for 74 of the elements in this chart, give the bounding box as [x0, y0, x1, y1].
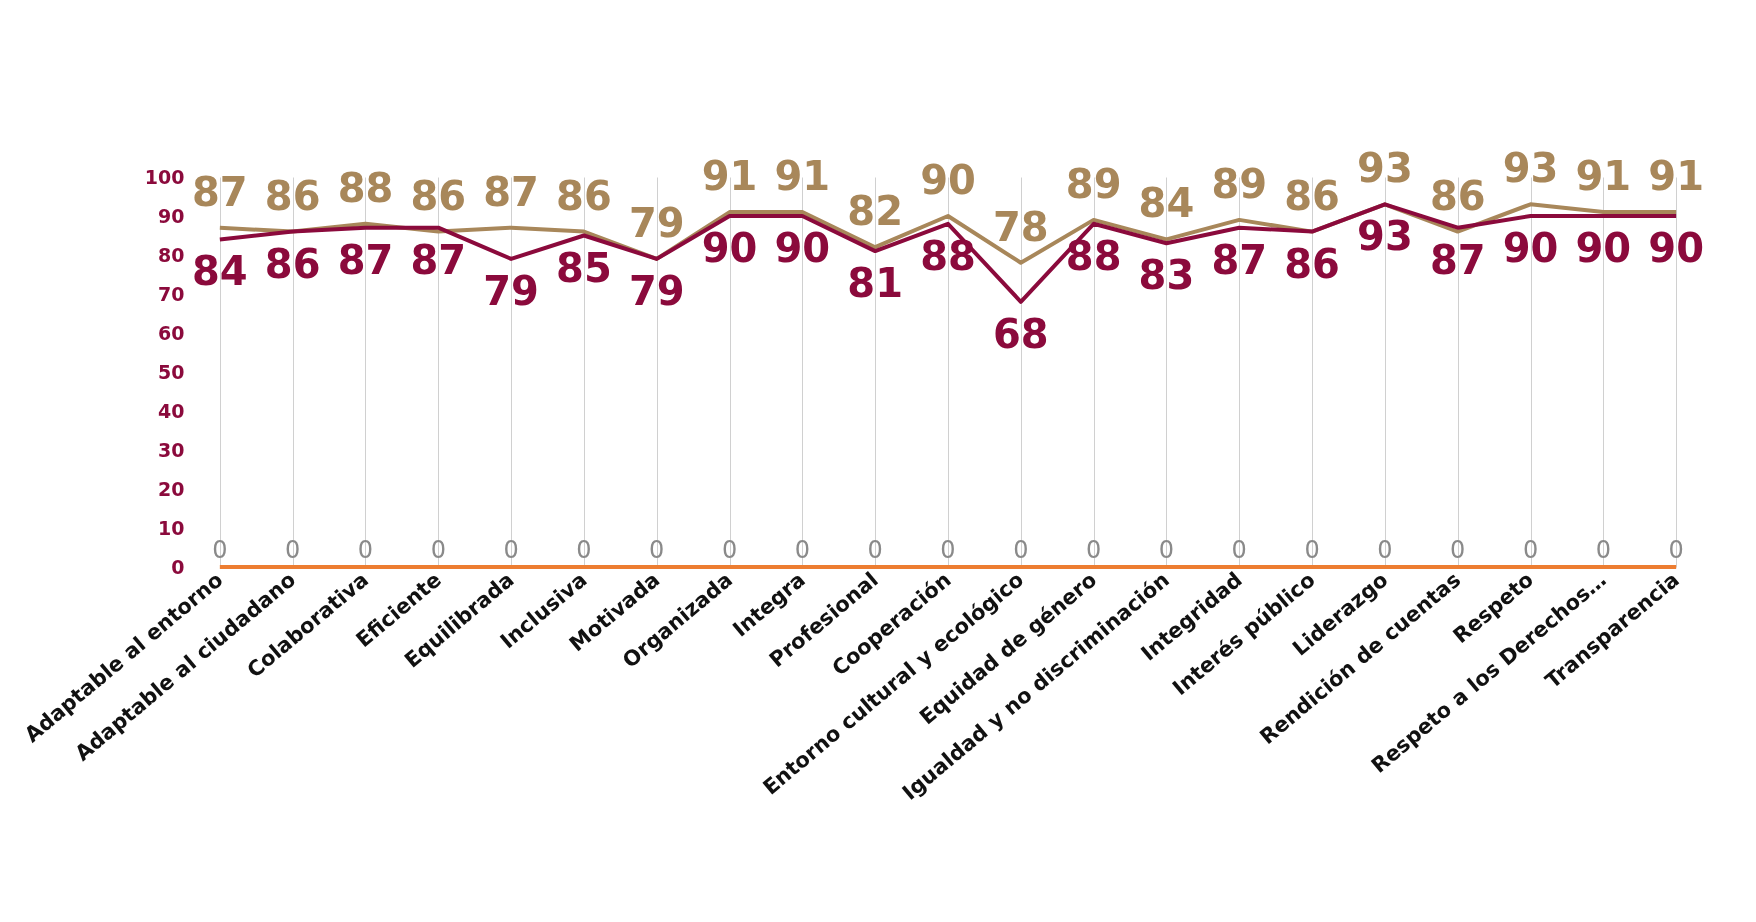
data-label: 0 [1158, 536, 1175, 564]
y-tick-label: 60 [158, 321, 185, 344]
data-label: 0 [721, 536, 738, 564]
y-tick-label: 80 [158, 243, 185, 266]
data-label: 79 [628, 267, 685, 314]
data-label: 90 [1575, 225, 1632, 271]
y-tick-label: 50 [158, 360, 185, 383]
data-label: 0 [1668, 536, 1684, 564]
data-label: 0 [1377, 536, 1393, 564]
data-label: 83 [1138, 252, 1195, 299]
data-label: 91 [701, 153, 758, 200]
data-label: 93 [1357, 145, 1413, 192]
data-label: 90 [1648, 225, 1704, 271]
data-label: 81 [847, 260, 904, 307]
data-label: 91 [1575, 153, 1632, 200]
data-label: 0 [1595, 536, 1611, 564]
data-label: 88 [920, 232, 976, 279]
data-label: 0 [503, 536, 519, 564]
data-label: 82 [847, 188, 904, 235]
data-label: 0 [1522, 536, 1539, 564]
data-label: 0 [1231, 536, 1247, 564]
data-label: 93 [1502, 145, 1559, 192]
data-label: 78 [992, 203, 1049, 250]
data-label: 86 [1284, 240, 1340, 287]
data-label: 0 [649, 536, 665, 564]
y-tick-label: 30 [158, 438, 185, 461]
data-label: 87 [1211, 236, 1268, 283]
data-label: 86 [1429, 172, 1486, 219]
data-label: 0 [1450, 536, 1466, 564]
data-label: 87 [337, 236, 394, 283]
data-label: 0 [212, 536, 228, 564]
data-label: 89 [1211, 160, 1268, 207]
data-label: 90 [774, 225, 831, 271]
data-label: 87 [410, 236, 467, 283]
data-label: 0 [1013, 536, 1029, 564]
data-label: 89 [1065, 160, 1122, 207]
y-tick-label: 40 [158, 399, 185, 422]
data-label: 86 [1284, 172, 1340, 219]
data-label: 91 [774, 153, 831, 200]
data-label: 87 [192, 168, 248, 215]
data-label: 0 [1304, 536, 1320, 564]
data-label: 0 [1085, 536, 1102, 564]
data-label: 0 [867, 536, 883, 564]
y-tick-label: 70 [158, 282, 185, 305]
data-label: 86 [410, 172, 467, 219]
data-label: 0 [285, 536, 301, 564]
data-label: 86 [264, 172, 321, 219]
y-tick-label: 20 [158, 477, 185, 500]
data-label: 84 [192, 248, 248, 295]
data-label: 79 [483, 267, 539, 314]
data-label: 84 [1138, 180, 1195, 227]
data-label: 86 [556, 172, 612, 219]
data-label: 0 [357, 536, 374, 564]
data-label: 88 [337, 164, 394, 211]
data-label: 90 [920, 157, 976, 203]
data-label: 0 [794, 536, 811, 564]
data-label: 79 [628, 199, 685, 246]
data-label: 0 [576, 536, 592, 564]
data-label: 86 [264, 240, 321, 287]
data-label: 87 [1429, 236, 1486, 283]
y-tick-label: 10 [158, 516, 185, 539]
data-label: 90 [1502, 225, 1559, 271]
data-label: 0 [430, 536, 446, 564]
y-tick-label: 100 [144, 165, 185, 188]
y-tick-label: 90 [158, 204, 185, 227]
data-label: 0 [940, 536, 956, 564]
data-label: 91 [1648, 153, 1704, 200]
y-tick-label: 0 [171, 555, 185, 578]
data-label: 87 [483, 168, 539, 215]
data-label: 68 [992, 310, 1049, 357]
data-label: 90 [701, 225, 758, 271]
data-label: 93 [1357, 213, 1413, 260]
data-label: 88 [1065, 232, 1122, 279]
data-label: 85 [556, 244, 612, 291]
